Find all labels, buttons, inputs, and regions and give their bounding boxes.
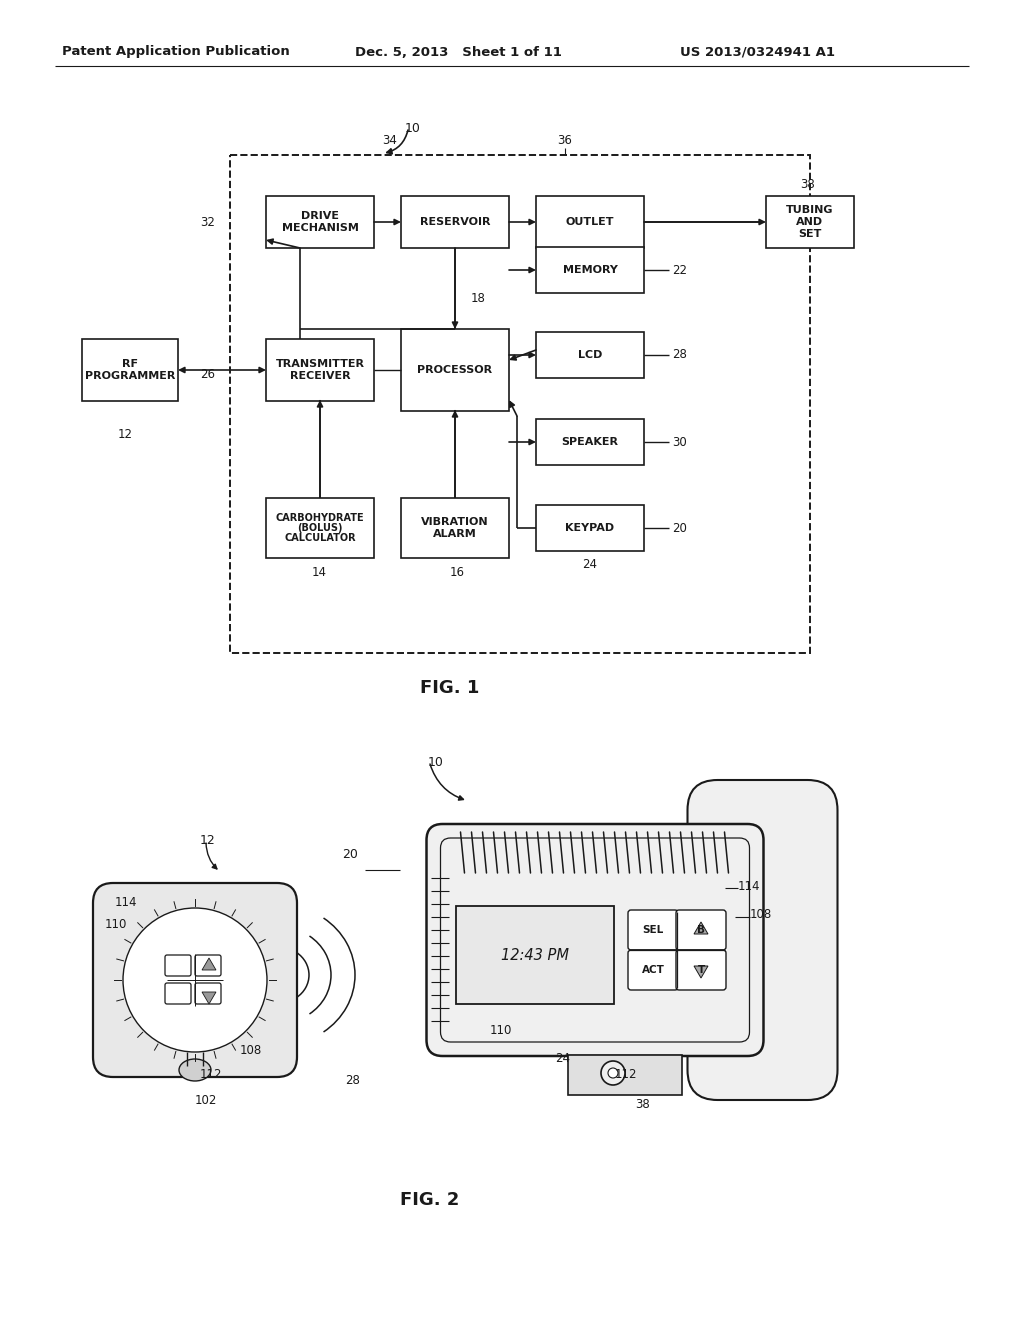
Text: 22: 22 bbox=[672, 264, 687, 276]
FancyBboxPatch shape bbox=[676, 909, 726, 950]
FancyBboxPatch shape bbox=[456, 906, 614, 1005]
Polygon shape bbox=[202, 993, 216, 1005]
Text: PROCESSOR: PROCESSOR bbox=[418, 366, 493, 375]
Text: MECHANISM: MECHANISM bbox=[282, 223, 358, 232]
FancyBboxPatch shape bbox=[568, 1055, 682, 1096]
FancyBboxPatch shape bbox=[401, 195, 509, 248]
Text: (BOLUS): (BOLUS) bbox=[297, 523, 343, 533]
Text: 20: 20 bbox=[672, 521, 687, 535]
Text: 112: 112 bbox=[615, 1068, 638, 1081]
Ellipse shape bbox=[179, 1059, 211, 1081]
Text: TRANSMITTER: TRANSMITTER bbox=[275, 359, 365, 370]
Text: 14: 14 bbox=[312, 565, 327, 578]
Circle shape bbox=[123, 908, 267, 1052]
Text: RF: RF bbox=[122, 359, 138, 370]
Text: AND: AND bbox=[797, 216, 823, 227]
FancyBboxPatch shape bbox=[165, 983, 191, 1005]
Text: MEMORY: MEMORY bbox=[562, 265, 617, 275]
Text: FIG. 1: FIG. 1 bbox=[420, 678, 479, 697]
Text: 24: 24 bbox=[582, 558, 597, 572]
Text: B: B bbox=[697, 925, 705, 935]
FancyBboxPatch shape bbox=[536, 195, 644, 248]
FancyBboxPatch shape bbox=[401, 329, 509, 411]
Text: 12: 12 bbox=[200, 833, 216, 846]
FancyBboxPatch shape bbox=[401, 498, 509, 558]
FancyBboxPatch shape bbox=[536, 247, 644, 293]
Text: 24: 24 bbox=[555, 1052, 570, 1064]
Text: 38: 38 bbox=[800, 177, 815, 190]
Text: 12: 12 bbox=[118, 429, 133, 441]
Text: TUBING: TUBING bbox=[786, 206, 834, 215]
Text: FIG. 2: FIG. 2 bbox=[400, 1191, 460, 1209]
Text: T: T bbox=[697, 965, 705, 975]
FancyBboxPatch shape bbox=[266, 195, 374, 248]
Text: 20: 20 bbox=[342, 849, 357, 862]
Text: Dec. 5, 2013   Sheet 1 of 11: Dec. 5, 2013 Sheet 1 of 11 bbox=[355, 45, 562, 58]
FancyBboxPatch shape bbox=[536, 506, 644, 550]
Text: KEYPAD: KEYPAD bbox=[565, 523, 614, 533]
Text: 10: 10 bbox=[406, 121, 421, 135]
FancyBboxPatch shape bbox=[82, 339, 178, 401]
Text: 10: 10 bbox=[428, 755, 443, 768]
Text: 112: 112 bbox=[200, 1068, 222, 1081]
Text: Patent Application Publication: Patent Application Publication bbox=[62, 45, 290, 58]
Text: 102: 102 bbox=[195, 1093, 217, 1106]
Text: SPEAKER: SPEAKER bbox=[561, 437, 618, 447]
Text: CARBOHYDRATE: CARBOHYDRATE bbox=[275, 513, 365, 523]
Text: 16: 16 bbox=[450, 565, 465, 578]
FancyBboxPatch shape bbox=[628, 950, 678, 990]
Text: 28: 28 bbox=[345, 1073, 359, 1086]
Text: 110: 110 bbox=[105, 919, 127, 932]
Text: 114: 114 bbox=[738, 879, 761, 892]
Polygon shape bbox=[694, 966, 708, 978]
Text: ACT: ACT bbox=[642, 965, 665, 975]
Text: 36: 36 bbox=[557, 135, 572, 148]
FancyBboxPatch shape bbox=[628, 909, 678, 950]
Text: 28: 28 bbox=[672, 348, 687, 362]
Text: 30: 30 bbox=[672, 436, 687, 449]
FancyBboxPatch shape bbox=[766, 195, 854, 248]
Text: LCD: LCD bbox=[578, 350, 602, 360]
Text: US 2013/0324941 A1: US 2013/0324941 A1 bbox=[680, 45, 835, 58]
Text: 38: 38 bbox=[635, 1098, 650, 1111]
FancyBboxPatch shape bbox=[165, 954, 191, 975]
FancyBboxPatch shape bbox=[427, 824, 764, 1056]
Text: 26: 26 bbox=[200, 368, 215, 381]
Text: RECEIVER: RECEIVER bbox=[290, 371, 350, 380]
Polygon shape bbox=[694, 921, 708, 935]
Circle shape bbox=[601, 1061, 625, 1085]
Text: 110: 110 bbox=[490, 1023, 512, 1036]
FancyBboxPatch shape bbox=[536, 333, 644, 378]
Text: 108: 108 bbox=[240, 1044, 262, 1056]
Text: OUTLET: OUTLET bbox=[565, 216, 614, 227]
Text: PROGRAMMER: PROGRAMMER bbox=[85, 371, 175, 380]
Polygon shape bbox=[202, 958, 216, 970]
Text: DRIVE: DRIVE bbox=[301, 211, 339, 222]
Text: 34: 34 bbox=[383, 135, 397, 148]
Text: SEL: SEL bbox=[642, 925, 664, 935]
Circle shape bbox=[608, 1068, 618, 1078]
Text: 32: 32 bbox=[200, 215, 215, 228]
Text: CALCULATOR: CALCULATOR bbox=[285, 533, 355, 543]
FancyBboxPatch shape bbox=[266, 339, 374, 401]
FancyBboxPatch shape bbox=[676, 950, 726, 990]
Text: RESERVOIR: RESERVOIR bbox=[420, 216, 490, 227]
Text: VIBRATION: VIBRATION bbox=[421, 517, 488, 527]
FancyBboxPatch shape bbox=[195, 983, 221, 1005]
FancyBboxPatch shape bbox=[195, 954, 221, 975]
Text: SET: SET bbox=[799, 228, 821, 239]
Text: 108: 108 bbox=[750, 908, 772, 921]
FancyBboxPatch shape bbox=[266, 498, 374, 558]
FancyBboxPatch shape bbox=[93, 883, 297, 1077]
Text: 114: 114 bbox=[115, 896, 137, 909]
Text: 18: 18 bbox=[471, 292, 485, 305]
FancyBboxPatch shape bbox=[536, 418, 644, 465]
Text: ALARM: ALARM bbox=[433, 529, 477, 539]
FancyBboxPatch shape bbox=[687, 780, 838, 1100]
Text: 12:43 PM: 12:43 PM bbox=[501, 948, 569, 962]
